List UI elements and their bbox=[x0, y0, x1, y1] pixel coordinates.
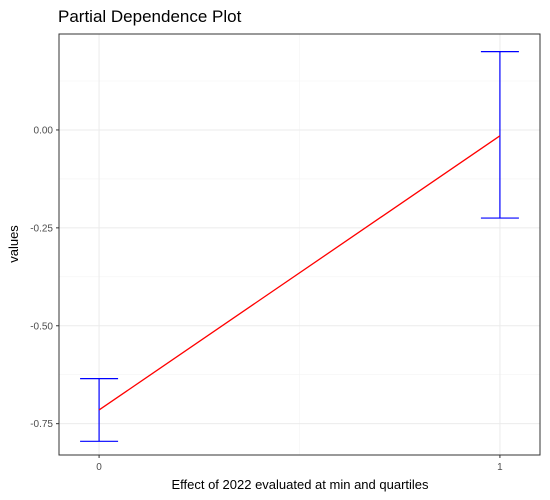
y-tick-label: -0.25 bbox=[30, 223, 53, 234]
y-tick-label: -0.75 bbox=[30, 419, 53, 430]
x-tick-label: 1 bbox=[497, 462, 503, 473]
x-tick-label: 0 bbox=[96, 462, 102, 473]
chart-title: Partial Dependence Plot bbox=[58, 7, 242, 26]
plot-border bbox=[58, 33, 541, 456]
series-line bbox=[98, 135, 501, 411]
y-tick-label: 0.00 bbox=[34, 125, 54, 136]
y-axis-label: values bbox=[6, 225, 21, 263]
x-axis-label: Effect of 2022 evaluated at min and quar… bbox=[171, 477, 429, 492]
y-tick-label: -0.50 bbox=[30, 321, 53, 332]
